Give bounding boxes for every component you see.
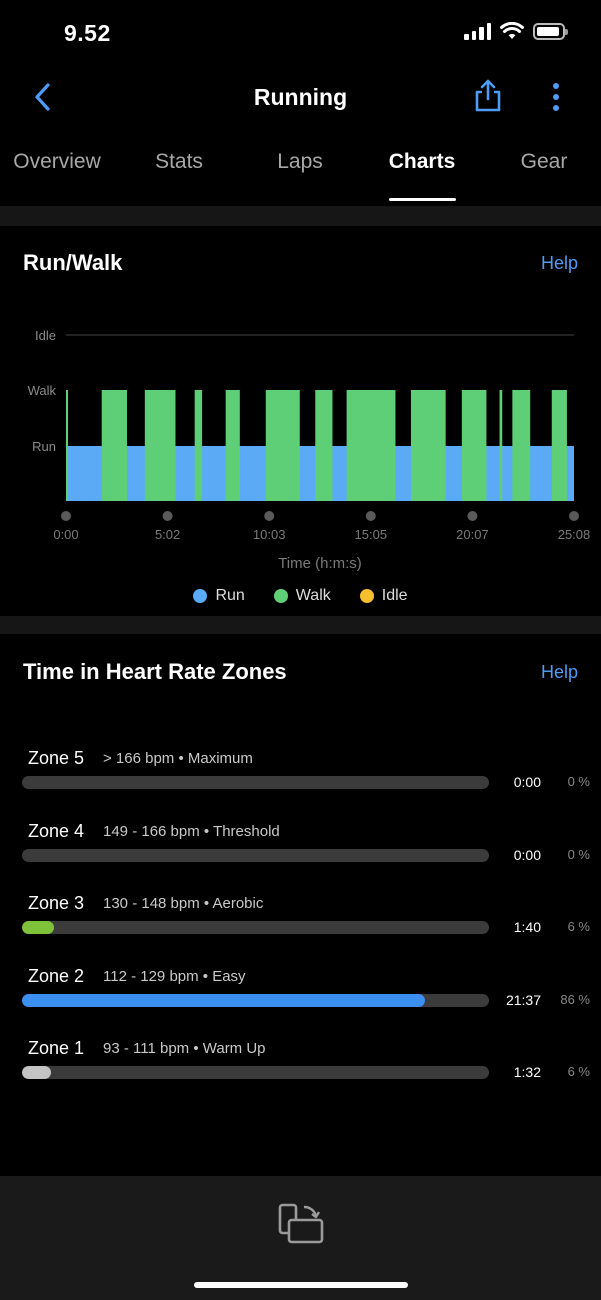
x-tick-dot (569, 511, 579, 521)
tab-overview[interactable]: Overview (13, 150, 101, 173)
x-tick-dot (162, 511, 173, 521)
cellular-signal-icon (464, 22, 491, 40)
walk-segment (499, 390, 503, 501)
zone-bar-track (22, 921, 489, 934)
zone-bar-track (22, 1066, 489, 1079)
page-title: Running (253, 84, 348, 110)
legend-run-dot (193, 589, 208, 603)
x-tick-dot (365, 511, 376, 521)
zone-range: 112 - 129 bpm • Easy (103, 968, 246, 985)
battery-icon (533, 22, 568, 40)
zone-percent: 86 % (560, 992, 590, 1007)
walk-segment (225, 390, 240, 501)
share-icon[interactable] (472, 78, 504, 114)
legend-run: Run (193, 587, 245, 605)
status-time: 9.52 (64, 20, 111, 46)
y-level-label: Walk (28, 383, 57, 398)
zone-time: 21:37 (505, 992, 541, 1008)
walk-segment (512, 390, 531, 501)
zone-name: Zone 2 (28, 966, 85, 986)
legend-idle-label: Idle (381, 587, 408, 604)
chart-legend: Run Walk Idle (0, 587, 601, 605)
zone-bar-track (22, 849, 489, 862)
more-vertical-icon[interactable] (548, 82, 564, 112)
walk-segment (265, 390, 300, 501)
walk-segment (101, 390, 127, 501)
rotate-screen-icon[interactable] (276, 1202, 326, 1246)
back-chevron-icon[interactable] (28, 80, 60, 114)
legend-walk: Walk (273, 587, 331, 605)
zone-time: 1:40 (513, 919, 541, 935)
zone-bar-fill (22, 921, 54, 934)
zone-bar-track (22, 776, 489, 789)
walk-segment (410, 390, 446, 501)
legend-run-label: Run (215, 587, 245, 604)
zone-bar-track (22, 994, 489, 1007)
walk-segment (66, 390, 69, 501)
run-walk-title: Run/Walk (23, 250, 123, 275)
run-walk-help-link[interactable]: Help (540, 253, 578, 273)
section-divider (0, 616, 601, 634)
tab-gear[interactable]: Gear (520, 150, 568, 173)
legend-walk-dot (273, 589, 288, 603)
zone-row-5: Zone 5 > 166 bpm • Maximum 0:00 0 % (0, 748, 601, 808)
zone-range: 93 - 111 bpm • Warm Up (103, 1040, 266, 1057)
x-tick-label: 20:07 (456, 527, 489, 542)
zone-time: 1:32 (513, 1064, 541, 1080)
zone-percent: 6 % (567, 1064, 590, 1079)
y-level-label: Idle (35, 328, 56, 343)
tab-stats[interactable]: Stats (155, 150, 203, 173)
x-tick-dot (264, 511, 275, 521)
legend-idle: Idle (359, 587, 408, 605)
x-tick-dot (61, 511, 71, 521)
walk-segment (346, 390, 396, 501)
wifi-icon (500, 22, 524, 39)
zone-row-4: Zone 4 149 - 166 bpm • Threshold 0:00 0 … (0, 821, 601, 881)
zone-bar-fill (22, 1066, 51, 1079)
x-tick-label: 5:02 (155, 527, 180, 542)
bottom-toolbar (0, 1176, 601, 1300)
zone-row-3: Zone 3 130 - 148 bpm • Aerobic 1:40 6 % (0, 893, 601, 953)
zone-row-1: Zone 1 93 - 111 bpm • Warm Up 1:32 6 % (0, 1038, 601, 1098)
status-icons (464, 22, 568, 40)
legend-walk-label: Walk (295, 587, 331, 604)
section-divider (0, 206, 601, 226)
tab-charts[interactable]: Charts (388, 150, 456, 173)
run-walk-chart: Run Walk Idle 0:00 5:02 10:03 15:05 20:07 25:08 T… (28, 328, 591, 572)
zone-name: Zone 5 (28, 748, 85, 768)
zone-bar-fill (22, 994, 426, 1007)
zone-range: 130 - 148 bpm • Aerobic (103, 895, 264, 912)
x-tick-label: 0:00 (53, 527, 78, 542)
y-level-label: Run (32, 439, 56, 454)
zone-range: > 166 bpm • Maximum (103, 750, 253, 767)
hr-zones-title: Time in Heart Rate Zones (23, 659, 287, 684)
zone-time: 0:00 (513, 774, 541, 790)
walk-segment (315, 390, 333, 501)
zone-row-2: Zone 2 112 - 129 bpm • Easy 21:37 86 % (0, 966, 601, 1026)
tab-laps[interactable]: Laps (277, 150, 323, 173)
walk-segment (144, 390, 176, 501)
x-tick-label: 25:08 (558, 527, 591, 542)
walk-segment (461, 390, 487, 501)
home-indicator (194, 1282, 408, 1288)
zone-name: Zone 4 (28, 821, 85, 841)
x-tick-label: 10:03 (253, 527, 286, 542)
walk-segment (551, 390, 567, 501)
zone-name: Zone 1 (28, 1038, 85, 1058)
x-tick-label: 15:05 (355, 527, 388, 542)
x-tick-dot (467, 511, 478, 521)
walk-segment (194, 390, 203, 501)
zone-name: Zone 3 (28, 893, 85, 913)
zone-percent: 6 % (567, 919, 590, 934)
hr-zones-help-link[interactable]: Help (540, 662, 578, 682)
x-axis-label: Time (h:m:s) (278, 555, 362, 572)
tab-bar: Overview Stats Laps Charts Gear (0, 150, 601, 206)
legend-idle-dot (359, 589, 374, 603)
active-tab-indicator (389, 198, 456, 201)
zone-percent: 0 % (567, 847, 590, 862)
zone-percent: 0 % (567, 774, 590, 789)
zone-range: 149 - 166 bpm • Threshold (103, 823, 280, 840)
zone-time: 0:00 (513, 847, 541, 863)
